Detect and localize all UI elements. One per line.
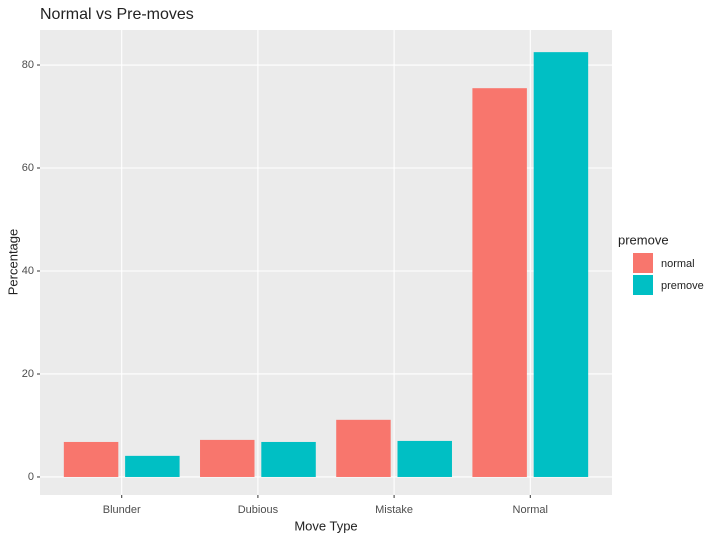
y-tick-label: 40 <box>22 265 34 277</box>
x-tick-label: Mistake <box>375 504 413 516</box>
y-axis-label: Percentage <box>5 229 20 296</box>
x-axis-label: Move Type <box>294 518 357 533</box>
legend-key <box>633 253 653 273</box>
legend-title: premove <box>618 232 669 247</box>
x-tick-label: Normal <box>513 504 548 516</box>
bar <box>63 441 119 477</box>
x-tick-label: Dubious <box>238 504 279 516</box>
bar <box>125 455 180 477</box>
legend-label: normal <box>661 258 695 270</box>
chart-title: Normal vs Pre-moves <box>40 6 194 23</box>
x-tick-label: Blunder <box>103 504 141 516</box>
y-tick-label: 0 <box>28 471 34 483</box>
y-tick-label: 60 <box>22 162 34 174</box>
bar <box>200 439 255 477</box>
bar <box>397 440 452 477</box>
legend-label: premove <box>661 280 704 292</box>
bar <box>336 419 391 477</box>
legend-key <box>633 275 653 295</box>
y-tick-label: 80 <box>22 59 34 71</box>
bar <box>472 88 527 477</box>
bar <box>261 441 316 477</box>
y-tick-label: 20 <box>22 368 34 380</box>
bar <box>533 52 589 477</box>
